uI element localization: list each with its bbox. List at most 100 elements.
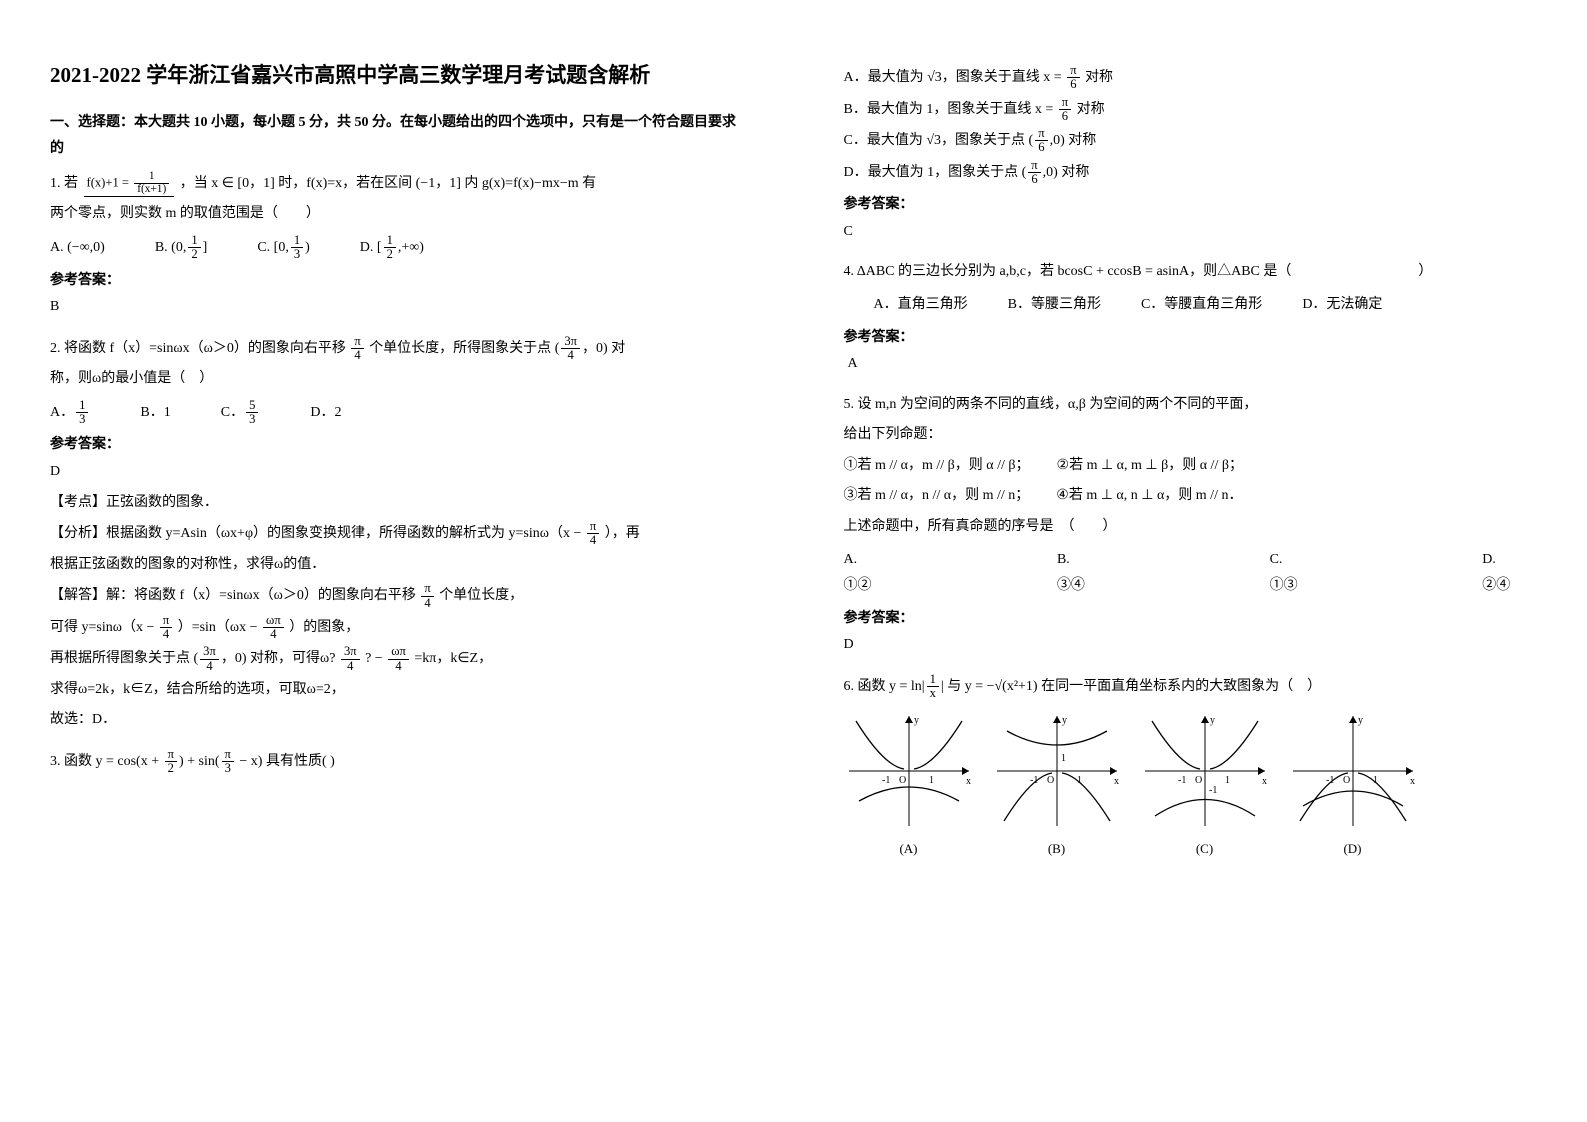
- q3-B2: 对称: [1077, 101, 1105, 116]
- q4-C: C．等腰直角三角形: [1141, 292, 1262, 319]
- q2-stem-c: 对: [611, 341, 625, 356]
- q2-optD: D．2: [310, 400, 341, 427]
- q4-stem-a: 4. ΔABC 的三边长分别为 a,b,c，若 bcosC + ccosB = …: [844, 264, 1292, 279]
- svg-text:x: x: [1262, 776, 1267, 787]
- q2-jd3d: =kπ，k∈Z，: [414, 651, 492, 666]
- q3-A: A．最大值为 √3，图象关于直线: [844, 70, 1040, 85]
- q1-optD: D. [12,+∞): [360, 234, 424, 262]
- q2-ans-label: 参考答案：: [50, 432, 744, 459]
- q5-stem-b: 给出下列命题：: [844, 422, 1538, 449]
- question-3-options: A．最大值为 √3，图象关于直线 x = π6 对称 B．最大值为 1，图象关于…: [844, 64, 1538, 245]
- q2-jd4: 求得ω=2k，k∈Z，结合所给的选项，可取ω=2，: [50, 677, 744, 704]
- pi4-frac-1: π4: [351, 335, 363, 362]
- question-3-head: 3. 函数 y = cos(x + π2) + sin(π3 − x) 具有性质…: [50, 748, 744, 776]
- q5-stem-a: 5. 设 m,n 为空间的两条不同的直线，α,β 为空间的两个不同的平面，: [844, 392, 1538, 419]
- svg-text:-1: -1: [1178, 775, 1186, 786]
- q2-jd2a: 可得 y=sinω（x −: [50, 620, 154, 635]
- graph-B: x y O -1 1 1 (B): [992, 711, 1122, 862]
- q2-optA: A．13: [50, 399, 90, 427]
- q2-optB: B．1: [140, 400, 170, 427]
- q2-stem-b: 个单位长度，所得图象关于点: [369, 341, 551, 356]
- q5-p3: ③若 m // α，n // α，则 m // n；: [844, 488, 1030, 503]
- svg-text:O: O: [1047, 775, 1054, 786]
- graph-A-label: (A): [844, 837, 974, 862]
- q6-graphs: x y O -1 1 (A) x y: [844, 711, 1538, 862]
- graph-D-label: (D): [1288, 837, 1418, 862]
- q3-stem-a: 3. 函数: [50, 754, 92, 769]
- q2-jd5: 故选：D．: [50, 707, 744, 734]
- q5-B: B. ③④: [1057, 547, 1111, 600]
- q2-jd3a: 再根据所得图象关于点: [50, 651, 190, 666]
- q3-ans-label: 参考答案：: [844, 192, 1538, 219]
- question-6: 6. 函数 y = ln|1x| 与 y = −√(x²+1) 在同一平面直角坐…: [844, 673, 1538, 861]
- q5-tail: 上述命题中，所有真命题的序号是 （ ）: [844, 514, 1538, 541]
- q5-ans-label: 参考答案：: [844, 606, 1538, 633]
- q2-jd2c: ）的图象，: [289, 620, 359, 635]
- q1-frac: f(x)+1 = 1f(x+1): [82, 176, 180, 191]
- q1-stem-c: 两个零点，则实数 m 的取值范围是（ ）: [50, 201, 744, 228]
- svg-text:1: 1: [1225, 775, 1230, 786]
- q4-ans-label: 参考答案：: [844, 325, 1538, 352]
- graph-D: x y O -1 1 (D): [1288, 711, 1418, 862]
- q2-kp: 【考点】正弦函数的图象．: [50, 490, 744, 517]
- pi4-frac-3: π4: [421, 582, 433, 609]
- svg-text:x: x: [966, 776, 971, 787]
- q3-D: D．最大值为 1，图象关于点: [844, 165, 1019, 180]
- q2-ans: D: [50, 459, 744, 486]
- svg-text:O: O: [1343, 775, 1350, 786]
- q6-stem-c: 在同一平面直角坐标系内的大致图象为（ ）: [1041, 679, 1321, 694]
- q6-stem-a: 6. 函数: [844, 679, 886, 694]
- question-4: 4. ΔABC 的三边长分别为 a,b,c，若 bcosC + ccosB = …: [844, 259, 1538, 377]
- svg-text:1: 1: [1061, 753, 1066, 764]
- svg-text:x: x: [1114, 776, 1119, 787]
- q2-jd3b: 对称，可得ω?: [250, 651, 335, 666]
- q1-optC: C. [0,13): [257, 234, 309, 262]
- question-2: 2. 将函数 f（x）=sinωx（ω＞0）的图象向右平移 π4 个单位长度，所…: [50, 335, 744, 734]
- q3-D2: 对称: [1061, 165, 1089, 180]
- svg-text:y: y: [914, 715, 919, 726]
- graph-B-label: (B): [992, 837, 1122, 862]
- pi4-frac-4: π4: [160, 614, 172, 641]
- q1-options: A. (−∞,0) B. (0,12] C. [0,13) D. [12,+∞): [50, 234, 744, 262]
- q5-p4: ④若 m ⊥ α, n ⊥ α，则 m // n．: [1056, 488, 1242, 503]
- q4-stem-b: ）: [1418, 264, 1432, 279]
- q6-stem-b: 与: [947, 679, 961, 694]
- 3pi4-frac-3: 3π4: [341, 645, 360, 672]
- 3pi4-frac-2: 3π4: [200, 645, 219, 672]
- q1-optA: A. (−∞,0): [50, 235, 105, 262]
- q2-fx1: 【分析】根据函数 y=Asin（ωx+φ）的图象变换规律，所得函数的解析式为 y…: [50, 526, 581, 541]
- 3pi4-frac: 3π4: [561, 335, 580, 362]
- q5-ans: D: [844, 632, 1538, 659]
- page-title: 2021-2022 学年浙江省嘉兴市高照中学高三数学理月考试题含解析: [50, 60, 744, 92]
- q3-A2: 对称: [1085, 70, 1113, 85]
- q1-ans-label: 参考答案：: [50, 268, 744, 295]
- svg-text:O: O: [899, 775, 906, 786]
- q2-jd1a: 【解答】解：将函数 f（x）=sinωx（ω＞0）的图象向右平移: [50, 588, 416, 603]
- graph-C: x y O -1 1 -1 (C): [1140, 711, 1270, 862]
- svg-text:-1: -1: [882, 775, 890, 786]
- q2-jd2b: ）=sin（ωx −: [178, 620, 258, 635]
- question-1: 1. 若 f(x)+1 = 1f(x+1) ，当 x ∈ [0，1] 时，f(x…: [50, 171, 744, 321]
- graph-C-label: (C): [1140, 837, 1270, 862]
- q3-stem-b: 具有性质( ): [266, 754, 335, 769]
- graph-A: x y O -1 1 (A): [844, 711, 974, 862]
- svg-text:1: 1: [929, 775, 934, 786]
- svg-text:y: y: [1210, 715, 1215, 726]
- q4-D: D．无法确定: [1302, 292, 1382, 319]
- q1-ans: B: [50, 294, 744, 321]
- q3-ans: C: [844, 219, 1538, 246]
- pi4-frac-2: π4: [587, 520, 599, 547]
- q2-options: A．13 B．1 C．53 D．2: [50, 399, 744, 427]
- q4-B: B．等腰三角形: [1008, 292, 1101, 319]
- q2-optC: C．53: [221, 399, 261, 427]
- right-column: A．最大值为 √3，图象关于直线 x = π6 对称 B．最大值为 1，图象关于…: [794, 0, 1587, 1122]
- q4-ans: A: [848, 351, 1538, 378]
- svg-text:-1: -1: [1209, 785, 1217, 796]
- wpi4-frac-1: ωπ4: [263, 614, 284, 641]
- q2-stem-d: 称，则ω的最小值是（ ）: [50, 366, 744, 393]
- q2-fx1b: ），再: [605, 526, 640, 541]
- left-column: 2021-2022 学年浙江省嘉兴市高照中学高三数学理月考试题含解析 一、选择题…: [0, 0, 794, 1122]
- q1-optB: B. (0,12]: [155, 234, 207, 262]
- q5-p1: ①若 m // α，m // β，则 α // β；: [844, 458, 1030, 473]
- svg-text:O: O: [1195, 775, 1202, 786]
